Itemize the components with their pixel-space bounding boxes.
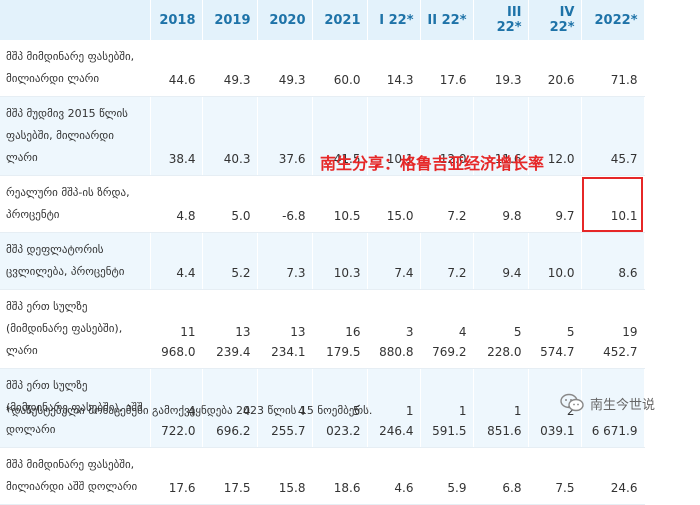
table-cell: -6.8 (257, 175, 313, 233)
footnote: *დაზუსტებული მონაცემები გამოქვეყნდება 20… (6, 404, 373, 417)
row-label: მშპ ერთ სულზე (მიმდინარე ფასებში), აშშ დ… (0, 368, 151, 448)
header-2020: 2020 (257, 0, 313, 40)
header-2022: 2022* (581, 0, 645, 40)
header-q4-22: IV 22* (528, 0, 582, 40)
table-cell: 13 239.4 (202, 289, 258, 369)
table-cell: 7.2 (420, 175, 474, 233)
row-label: მშპ ერთ სულზე (მიმდინარე ფასებში), ლარი (0, 289, 151, 369)
table-cell: 4.6 (367, 447, 421, 505)
table-cell: 12.0 (528, 96, 582, 176)
table-cell: 5.2 (202, 232, 258, 290)
table-cell: 11.6 (473, 96, 529, 176)
table-row: მშპ მიმდინარე ფასებში, მილიარდი აშშ დოლა… (0, 447, 645, 505)
header-2018: 2018 (150, 0, 203, 40)
table-cell: 6 671.9 (581, 368, 645, 448)
table-cell: 37.6 (257, 96, 313, 176)
watermark: 南生今世说 (560, 393, 655, 413)
table-cell: 45.7 (581, 96, 645, 176)
table-row: რეალური მშპ-ის ზრდა, პროცენტი 4.8 5.0 -6… (0, 175, 645, 233)
row-label: მშპ მიმდინარე ფასებში, მილიარდი ლარი (0, 40, 151, 97)
table-cell: 15.8 (257, 447, 313, 505)
table-cell: 10.5 (312, 175, 368, 233)
table-cell: 71.8 (581, 40, 645, 97)
table-cell: 13 234.1 (257, 289, 313, 369)
table-cell: 1 246.4 (367, 368, 421, 448)
table-cell: 5.0 (202, 175, 258, 233)
table-cell: 9.7 (528, 175, 582, 233)
table-cell: 14.3 (367, 40, 421, 97)
table-cell: 38.4 (150, 96, 203, 176)
table-cell: 17.5 (202, 447, 258, 505)
table-cell: 17.6 (150, 447, 203, 505)
table-cell: 7.5 (528, 447, 582, 505)
table-cell: 9.4 (473, 232, 529, 290)
table-cell: 4 722.0 (150, 368, 203, 448)
table-cell: 5.9 (420, 447, 474, 505)
table-cell: 7.2 (420, 232, 474, 290)
table-cell: 40.3 (202, 96, 258, 176)
header-q3-22: III 22* (473, 0, 529, 40)
row-label: რეალური მშპ-ის ზრდა, პროცენტი (0, 175, 151, 233)
header-q2-22: II 22* (420, 0, 474, 40)
table-cell: 5 023.2 (312, 368, 368, 448)
table-cell: 4.4 (150, 232, 203, 290)
table-cell: 1 851.6 (473, 368, 529, 448)
table-cell: 1 591.5 (420, 368, 474, 448)
table-cell: 12.0 (420, 96, 474, 176)
header-2021: 2021 (312, 0, 368, 40)
table-cell: 4.8 (150, 175, 203, 233)
table-cell: 8.6 (581, 232, 645, 290)
table-row: მშპ ერთ სულზე (მიმდინარე ფასებში), აშშ დ… (0, 368, 645, 448)
header-2019: 2019 (202, 0, 258, 40)
table-cell: 19 452.7 (581, 289, 645, 369)
row-label: მშპ მიმდინარე ფასებში, მილიარდი აშშ დოლა… (0, 447, 151, 505)
table-cell: 4 696.2 (202, 368, 258, 448)
table-cell: 4 769.2 (420, 289, 474, 369)
table-row: მშპ მუდმივ 2015 წლის ფასებში, მილიარდი ლ… (0, 96, 645, 176)
table-cell: 6.8 (473, 447, 529, 505)
table-cell: 49.3 (257, 40, 313, 97)
table-cell: 7.3 (257, 232, 313, 290)
header-q1-22: I 22* (367, 0, 421, 40)
table-cell: 60.0 (312, 40, 368, 97)
table-cell: 41.5 (312, 96, 368, 176)
header-blank (0, 0, 151, 40)
table-cell: 10.1 (367, 96, 421, 176)
row-label: მშპ დეფლატორის ცვლილება, პროცენტი (0, 232, 151, 290)
table-row: მშპ მიმდინარე ფასებში, მილიარდი ლარი 44.… (0, 40, 645, 97)
table-cell: 11 968.0 (150, 289, 203, 369)
table-cell: 20.6 (528, 40, 582, 97)
table-cell: 19.3 (473, 40, 529, 97)
table-cell: 24.6 (581, 447, 645, 505)
gdp-statistics-table: 2018 2019 2020 2021 I 22* II 22* III 22*… (0, 0, 645, 505)
table-cell: 5 574.7 (528, 289, 582, 369)
table-cell: 3 880.8 (367, 289, 421, 369)
watermark-text: 南生今世说 (590, 397, 656, 413)
table-cell: 5 228.0 (473, 289, 529, 369)
overlay-annotation: 南生分享：格鲁吉亚经济增长率 (320, 154, 545, 173)
table-cell: 7.4 (367, 232, 421, 290)
table-row: მშპ ერთ სულზე (მიმდინარე ფასებში), ლარი … (0, 289, 645, 369)
table-cell: 9.8 (473, 175, 529, 233)
table-cell: 10.3 (312, 232, 368, 290)
wechat-icon (560, 393, 584, 412)
table-header-row: 2018 2019 2020 2021 I 22* II 22* III 22*… (0, 0, 645, 40)
table-cell: 49.3 (202, 40, 258, 97)
table-cell: 15.0 (367, 175, 421, 233)
row-label: მშპ მუდმივ 2015 წლის ფასებში, მილიარდი ლ… (0, 96, 151, 176)
table-cell: 16 179.5 (312, 289, 368, 369)
table-row: მშპ დეფლატორის ცვლილება, პროცენტი 4.4 5.… (0, 232, 645, 290)
table-cell: 10.0 (528, 232, 582, 290)
table-cell: 44.6 (150, 40, 203, 97)
table-cell: 17.6 (420, 40, 474, 97)
highlighted-growth-cell: 10.1 (581, 175, 645, 233)
table-cell: 18.6 (312, 447, 368, 505)
